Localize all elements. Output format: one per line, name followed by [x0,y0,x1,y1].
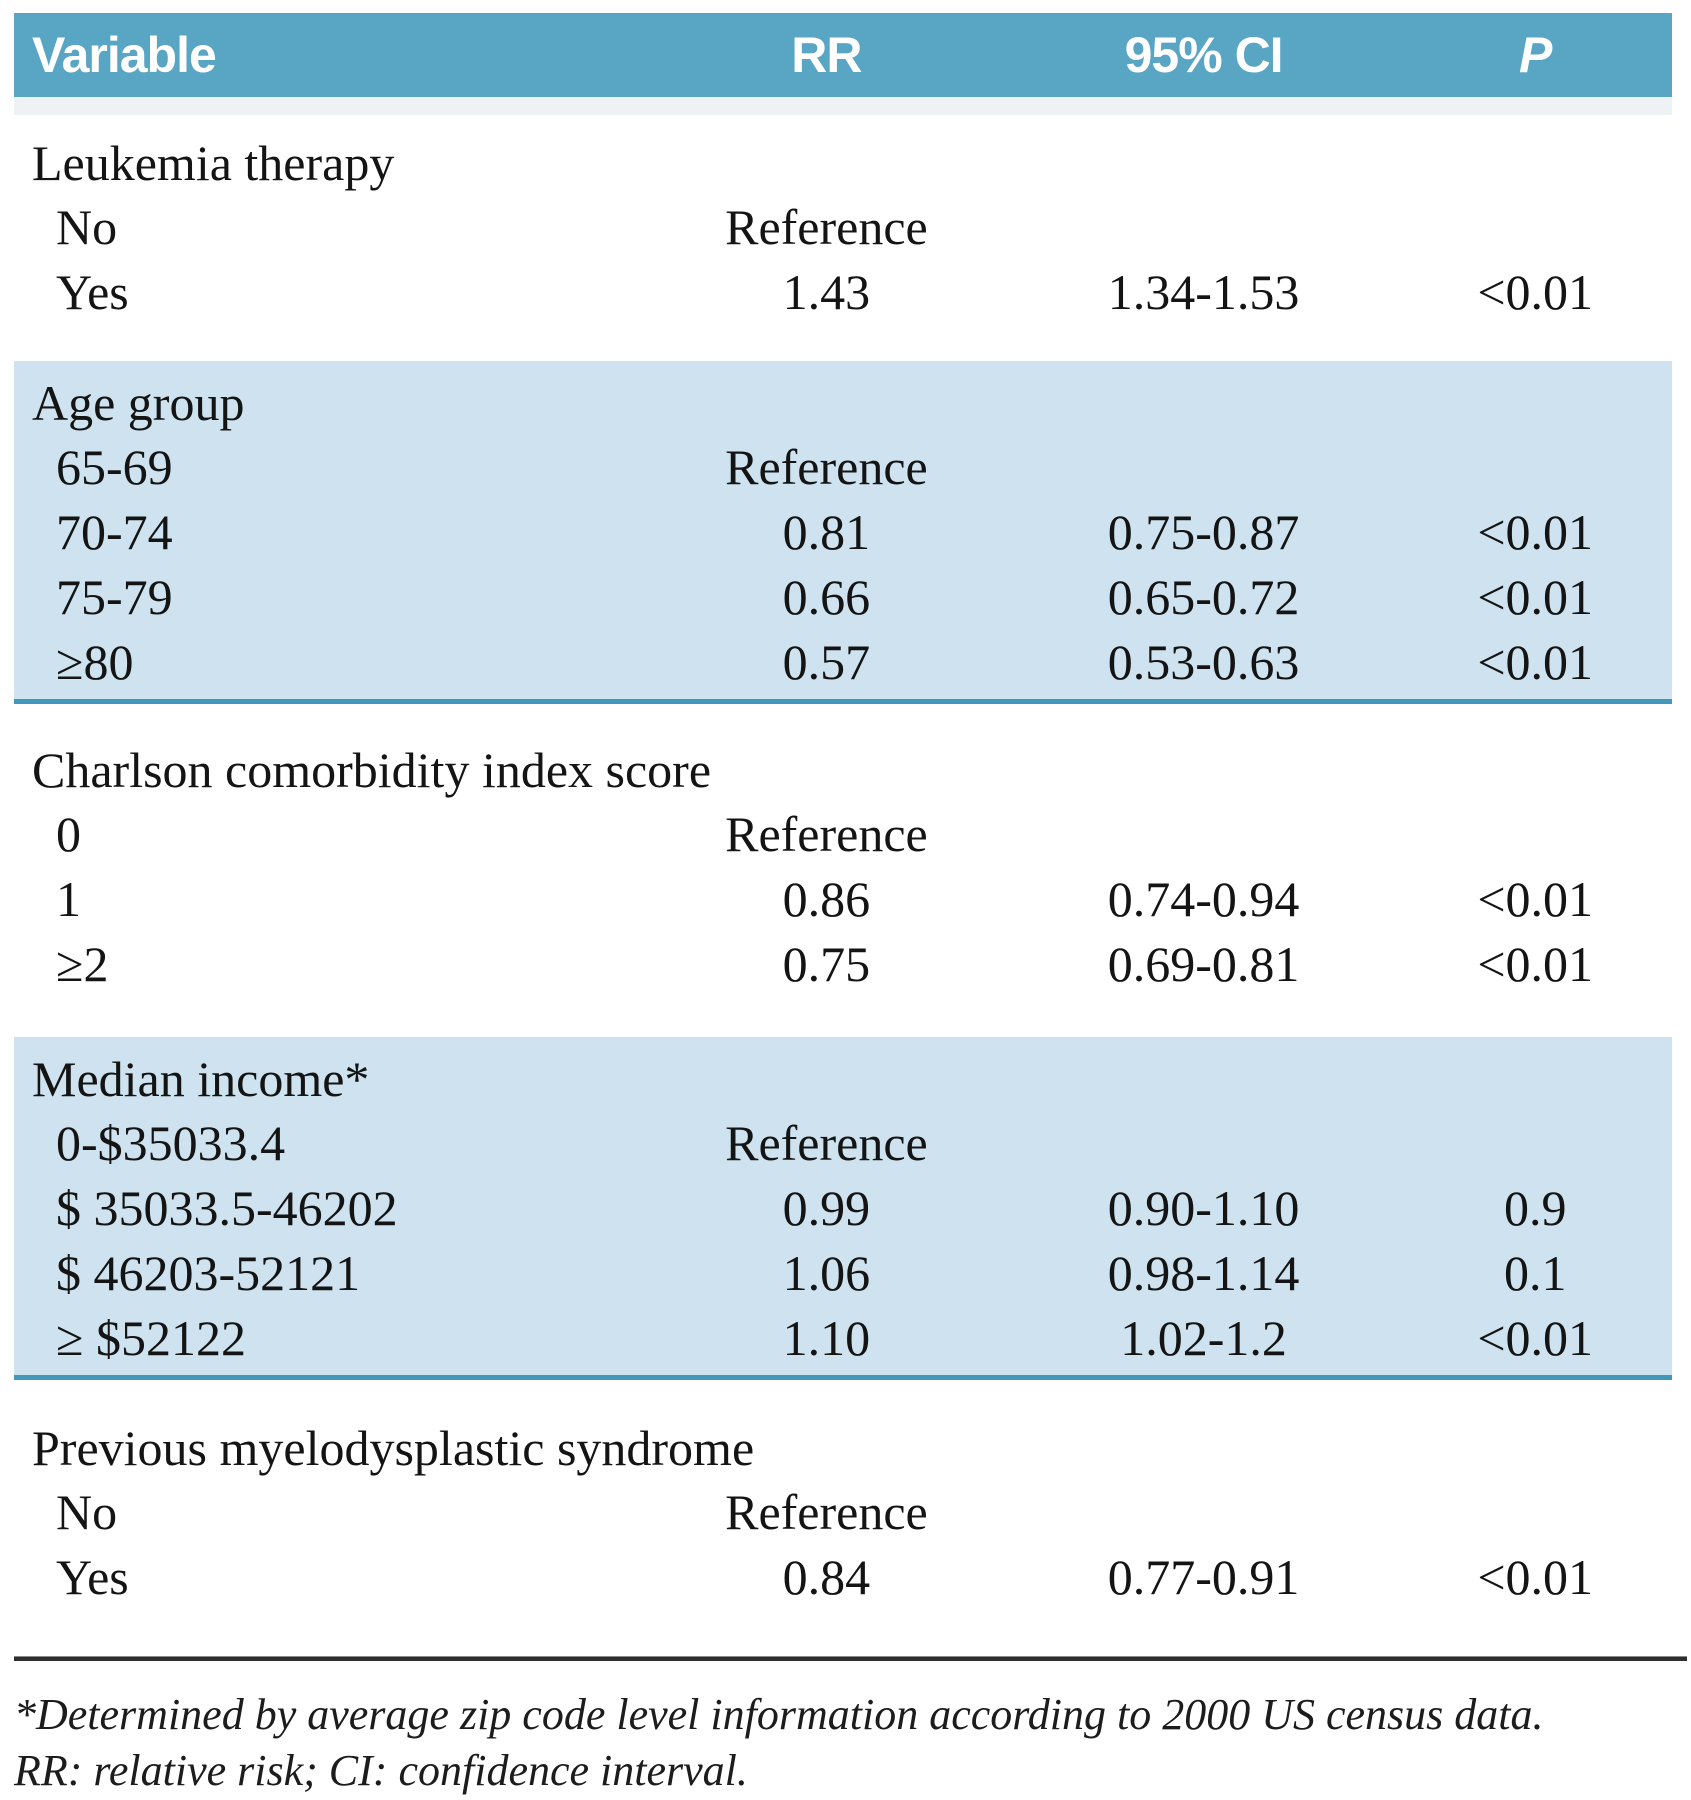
table-row: 65-69 Reference [14,435,1672,500]
table-row: $ 35033.5-46202 0.99 0.90-1.10 0.9 [14,1176,1672,1241]
rr-cell: 1.06 [782,1245,871,1301]
section-title: Age group [32,374,245,431]
section-age-group: Age group 65-69 Reference 70-74 0.81 0.7… [14,361,1672,704]
section-title-row: Age group [14,371,1672,435]
table-header-row: Variable RR 95% CI P [14,13,1672,97]
rr-cell: 0.81 [782,504,871,560]
footnote-asterisk: *Determined by average zip code level in… [14,1690,1544,1739]
section-title-row: Median income* [14,1047,1672,1111]
table-row: 70-74 0.81 0.75-0.87 <0.01 [14,500,1672,565]
ci-cell: 1.02-1.2 [1120,1310,1287,1366]
variable-cell: $ 46203-52121 [56,1245,361,1301]
ci-cell: 0.53-0.63 [1107,634,1300,690]
section-previous-mds: Previous myelodysplastic syndrome No Ref… [14,1380,1672,1634]
variable-cell: 1 [56,871,81,927]
ci-cell: 0.74-0.94 [1107,871,1300,927]
ci-cell: 0.75-0.87 [1107,504,1300,560]
rr-cell: Reference [725,1115,928,1171]
variable-cell: 70-74 [56,504,173,560]
section-title-row: Previous myelodysplastic syndrome [14,1416,1672,1480]
ci-cell: 1.34-1.53 [1107,264,1300,320]
variable-cell: 65-69 [56,439,173,495]
p-cell: <0.01 [1477,569,1594,625]
p-cell: <0.01 [1477,1549,1594,1605]
table-row: 0 Reference [14,802,1672,867]
rr-cell: 0.75 [782,936,871,992]
table-row: 1 0.86 0.74-0.94 <0.01 [14,867,1672,932]
section-median-income: Median income* 0-$35033.4 Reference $ 35… [14,1037,1672,1380]
ci-cell: 0.90-1.10 [1107,1180,1300,1236]
variable-cell: No [56,199,118,255]
ci-cell: 0.69-0.81 [1107,936,1300,992]
divider-rule [14,1656,1687,1661]
variable-cell: No [56,1484,118,1540]
p-cell: <0.01 [1477,264,1594,320]
rr-cell: Reference [725,199,928,255]
rr-cell: 1.43 [782,264,871,320]
ci-cell: 0.77-0.91 [1107,1549,1300,1605]
rr-cell: Reference [725,806,928,862]
p-cell: 0.1 [1503,1245,1567,1301]
table-row: $ 46203-52121 1.06 0.98-1.14 0.1 [14,1241,1672,1306]
p-cell: <0.01 [1477,634,1594,690]
table-row: 0-$35033.4 Reference [14,1111,1672,1176]
table-row: 75-79 0.66 0.65-0.72 <0.01 [14,565,1672,630]
header-underline-strip [14,97,1672,115]
p-cell: <0.01 [1477,936,1594,992]
section-title-row: Charlson comorbidity index score [14,738,1672,802]
variable-cell: 0-$35033.4 [56,1115,286,1171]
section-title: Previous myelodysplastic syndrome [32,1419,755,1476]
variable-cell: $ 35033.5-46202 [56,1180,398,1236]
variable-cell: ≥80 [56,634,134,690]
variable-cell: 0 [56,806,81,862]
ci-cell: 0.65-0.72 [1107,569,1300,625]
footnotes: *Determined by average zip code level in… [14,1687,1691,1799]
variable-cell: Yes [56,1549,129,1605]
column-header-variable: Variable [32,27,217,83]
table-row: No Reference [14,1480,1672,1545]
p-cell: <0.01 [1477,504,1594,560]
column-header-p: P [1519,27,1552,83]
rr-cell: 0.66 [782,569,871,625]
section-title: Median income* [32,1050,370,1107]
rr-cell: 0.99 [782,1180,871,1236]
section-title: Leukemia therapy [32,134,395,191]
variable-cell: ≥2 [56,936,109,992]
rr-cell: Reference [725,1484,928,1540]
table-row: ≥2 0.75 0.69-0.81 <0.01 [14,932,1672,997]
variable-cell: 75-79 [56,569,173,625]
rr-cell: 0.84 [782,1549,871,1605]
p-cell: 0.9 [1503,1180,1567,1236]
variable-cell: Yes [56,264,129,320]
p-cell: <0.01 [1477,1310,1594,1366]
ci-cell: 0.98-1.14 [1107,1245,1300,1301]
table-row: ≥80 0.57 0.53-0.63 <0.01 [14,630,1672,695]
section-title-row: Leukemia therapy [14,131,1672,195]
column-header-rr: RR [791,27,862,83]
rr-cell: 0.57 [782,634,871,690]
footnote-abbreviations: RR: relative risk; CI: confidence interv… [14,1746,748,1795]
rr-cell: Reference [725,439,928,495]
table-row: Yes 1.43 1.34-1.53 <0.01 [14,260,1672,325]
section-charlson-score: Charlson comorbidity index score 0 Refer… [14,704,1672,1037]
column-header-ci: 95% CI [1124,27,1284,83]
variable-cell: ≥ $52122 [56,1310,246,1366]
p-cell: <0.01 [1477,871,1594,927]
table-row: Yes 0.84 0.77-0.91 <0.01 [14,1545,1672,1610]
section-title: Charlson comorbidity index score [32,741,712,798]
rr-cell: 0.86 [782,871,871,927]
section-leukemia-therapy: Leukemia therapy No Reference Yes 1.43 1… [14,115,1672,361]
table-row: ≥ $52122 1.10 1.02-1.2 <0.01 [14,1306,1672,1371]
table-row: No Reference [14,195,1672,260]
rr-cell: 1.10 [782,1310,871,1366]
